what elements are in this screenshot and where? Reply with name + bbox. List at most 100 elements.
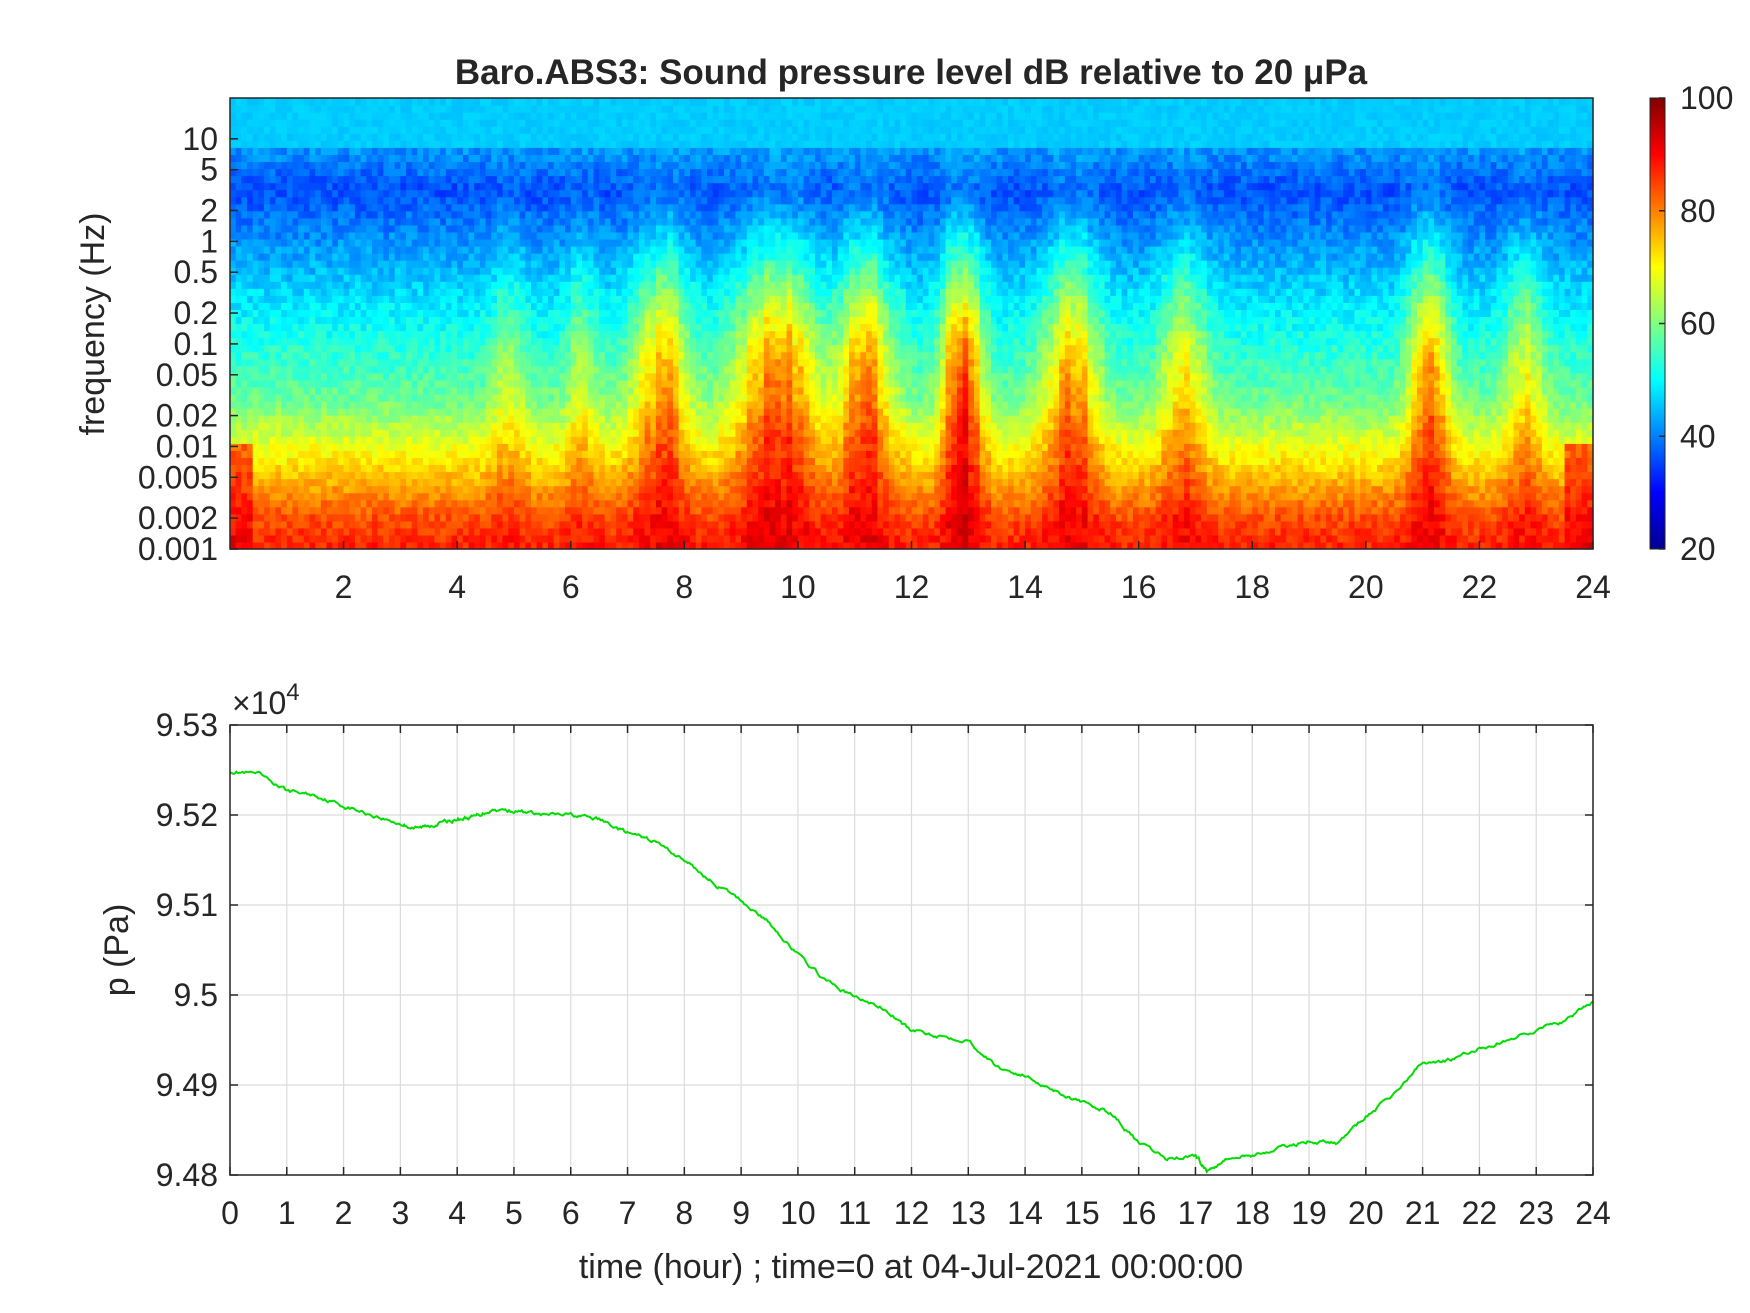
heatmap-cell [638, 372, 646, 381]
heatmap-cell [638, 337, 646, 346]
heatmap-cell [269, 386, 277, 395]
heatmap-cell [258, 520, 265, 529]
heatmap-cell [230, 386, 237, 395]
heatmap-cell [474, 210, 481, 219]
heatmap-cell [445, 253, 453, 261]
heatmap-cell [548, 499, 555, 508]
heatmap-cell [633, 133, 640, 141]
heatmap-cell [269, 351, 277, 360]
heatmap-cell [485, 224, 492, 233]
heatmap-cell [241, 231, 248, 240]
heatmap-cell [281, 415, 288, 423]
heatmap-cell [303, 541, 311, 550]
heatmap-cell [553, 351, 560, 360]
heatmap-cell [275, 358, 282, 367]
heatmap-cell [417, 386, 424, 395]
heatmap-cell [411, 499, 419, 508]
heatmap-cell [650, 408, 657, 416]
heatmap-cell [644, 450, 651, 458]
heatmap-cell [241, 140, 248, 148]
heatmap-cell [343, 534, 350, 543]
heatmap-cell [525, 133, 532, 141]
heatmap-cell [667, 168, 674, 177]
heatmap-cell [457, 485, 464, 494]
heatmap-cell [258, 189, 265, 198]
heatmap-cell [445, 450, 453, 458]
heatmap-cell [298, 210, 305, 219]
heatmap-cell [576, 182, 583, 191]
heatmap-cell [332, 337, 339, 346]
heatmap-cell [377, 126, 384, 134]
heatmap-cell [542, 133, 549, 141]
heatmap-cell [258, 224, 265, 233]
heatmap-cell [661, 344, 668, 353]
heatmap-cell [513, 478, 521, 487]
heatmap-cell [264, 358, 271, 367]
heatmap-cell [650, 302, 657, 311]
heatmap-cell [650, 450, 657, 458]
heatmap-cell [445, 513, 453, 522]
heatmap-cell [468, 316, 475, 325]
heatmap-cell [309, 210, 316, 219]
heatmap-cell [650, 415, 657, 423]
heatmap-cell [638, 401, 646, 409]
heatmap-cell [536, 436, 543, 444]
heatmap-cell [542, 168, 549, 177]
heatmap-cell [655, 464, 663, 473]
heatmap-cell [655, 344, 663, 353]
heatmap-cell [445, 464, 453, 473]
heatmap-cell [661, 168, 668, 177]
heatmap-cell [570, 224, 578, 233]
heatmap-cell [389, 337, 396, 346]
heatmap-cell [491, 408, 498, 416]
heatmap-cell [655, 295, 663, 303]
heatmap-cell [394, 478, 401, 487]
heatmap-cell [496, 443, 504, 451]
heatmap-cell [309, 443, 316, 451]
heatmap-cell [258, 393, 265, 402]
heatmap-cell [264, 105, 271, 113]
heatmap-cell [576, 119, 583, 127]
heatmap-cell [269, 175, 277, 184]
heatmap-cell [485, 126, 492, 134]
heatmap-cell [519, 147, 526, 155]
heatmap-cell [343, 168, 350, 177]
heatmap-cell [235, 295, 242, 303]
heatmap-cell [389, 316, 396, 325]
heatmap-cell [644, 288, 651, 296]
heatmap-cell [479, 379, 487, 388]
heatmap-cell [377, 351, 384, 360]
heatmap-cell [457, 295, 464, 303]
heatmap-cell [371, 436, 379, 444]
heatmap-cell [445, 210, 453, 219]
heatmap-cell [661, 422, 668, 430]
heatmap-cell [423, 238, 430, 247]
heatmap-cell [320, 541, 328, 550]
heatmap-cell [281, 309, 288, 318]
heatmap-cell [491, 506, 498, 515]
heatmap-cell [394, 492, 401, 501]
heatmap-cell [451, 168, 458, 177]
heatmap-cell [252, 168, 259, 177]
heatmap-cell [315, 443, 322, 451]
heatmap-cell [241, 429, 248, 437]
heatmap-cell [576, 260, 583, 268]
heatmap-cell [411, 196, 419, 205]
heatmap-cell [264, 168, 271, 177]
heatmap-cell [303, 288, 311, 296]
heatmap-cell [286, 513, 294, 522]
heatmap-cell [434, 217, 441, 226]
heatmap-cell [383, 541, 390, 550]
heatmap-cell [599, 344, 606, 353]
heatmap-cell [337, 175, 345, 184]
heatmap-cell [650, 379, 657, 388]
heatmap-cell [377, 478, 384, 487]
heatmap-cell [559, 231, 566, 240]
heatmap-cell [417, 281, 424, 289]
heatmap-cell [315, 464, 322, 473]
heatmap-cell [434, 126, 441, 134]
heatmap-cell [332, 295, 339, 303]
heatmap-cell [610, 175, 617, 184]
heatmap-cell [332, 393, 339, 402]
heatmap-cell [462, 393, 470, 402]
